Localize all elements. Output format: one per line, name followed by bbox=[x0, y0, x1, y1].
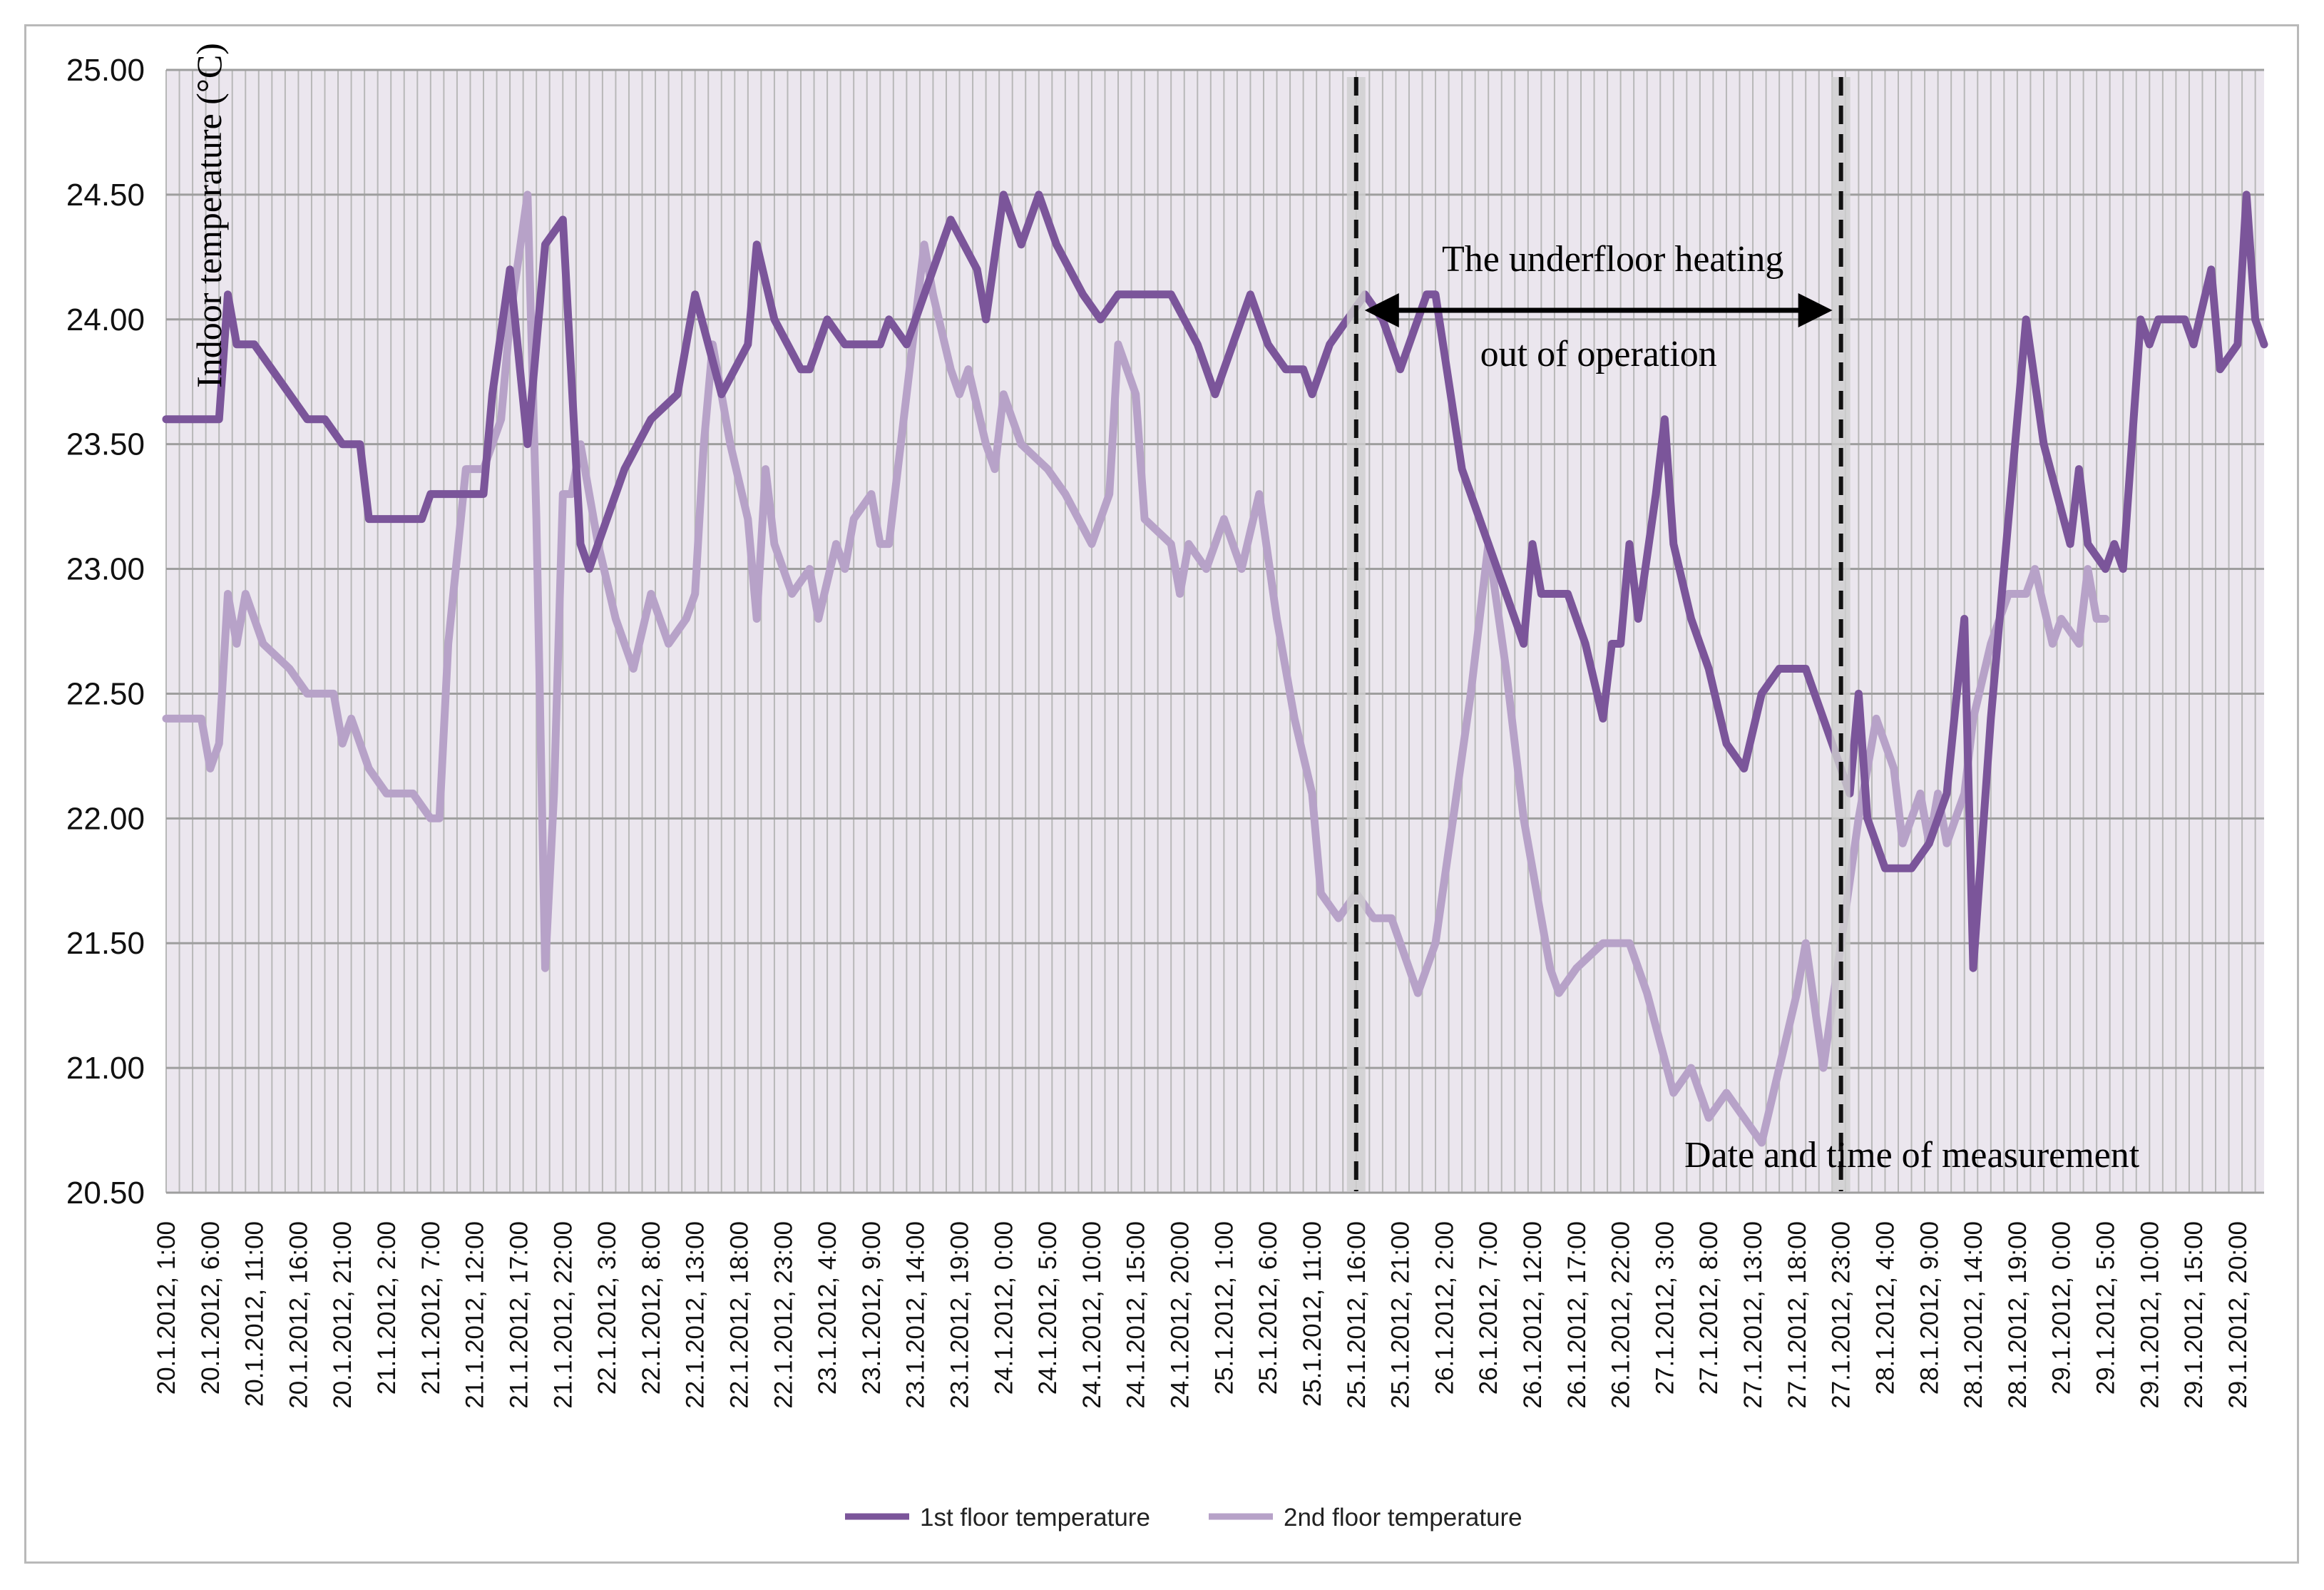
x-tick-label: 23.1.2012, 4:00 bbox=[814, 1221, 841, 1395]
heating-off-label-line2: out of operation bbox=[1480, 334, 1717, 374]
annotations: Indoor temperature (°C) The underfloor he… bbox=[189, 43, 2140, 1191]
x-tick-label: 24.1.2012, 5:00 bbox=[1034, 1221, 1062, 1395]
y-tick-label: 20.50 bbox=[66, 1176, 145, 1211]
x-tick-label: 20.1.2012, 1:00 bbox=[153, 1221, 180, 1395]
x-tick-label: 23.1.2012, 19:00 bbox=[946, 1221, 974, 1409]
x-tick-label: 27.1.2012, 3:00 bbox=[1651, 1221, 1679, 1395]
x-tick-label: 26.1.2012, 22:00 bbox=[1607, 1221, 1635, 1409]
x-tick-label: 28.1.2012, 19:00 bbox=[2004, 1221, 2032, 1409]
x-tick-label: 28.1.2012, 14:00 bbox=[1960, 1221, 1987, 1409]
x-tick-label: 27.1.2012, 18:00 bbox=[1783, 1221, 1811, 1409]
y-tick-label: 25.00 bbox=[66, 53, 145, 88]
legend-label: 2nd floor temperature bbox=[1284, 1504, 1522, 1532]
x-tick-label: 22.1.2012, 8:00 bbox=[638, 1221, 665, 1395]
y-tick-label: 21.50 bbox=[66, 926, 145, 961]
y-tick-labels: 20.50 21.00 21.50 22.00 22.50 23.00 23.50 24.00… bbox=[66, 53, 145, 1211]
x-tick-labels: 20.1.2012, 1:00 20.1.2012, 6:00 20.1.2012,… bbox=[153, 1221, 2252, 1409]
x-tick-label: 21.1.2012, 17:00 bbox=[505, 1221, 533, 1409]
x-tick-label: 24.1.2012, 20:00 bbox=[1167, 1221, 1194, 1409]
x-tick-label: 27.1.2012, 8:00 bbox=[1695, 1221, 1723, 1395]
y-axis-label: Indoor temperature (°C) bbox=[189, 43, 229, 388]
x-tick-label: 24.1.2012, 0:00 bbox=[990, 1221, 1018, 1395]
x-tick-label: 20.1.2012, 21:00 bbox=[329, 1221, 357, 1409]
x-tick-label: 21.1.2012, 2:00 bbox=[373, 1221, 401, 1395]
y-tick-label: 23.00 bbox=[66, 552, 145, 587]
x-tick-label: 25.1.2012, 11:00 bbox=[1299, 1221, 1326, 1407]
x-tick-label: 26.1.2012, 12:00 bbox=[1519, 1221, 1547, 1409]
x-tick-label: 29.1.2012, 15:00 bbox=[2180, 1221, 2208, 1409]
x-tick-label: 27.1.2012, 23:00 bbox=[1828, 1221, 1855, 1409]
x-tick-label: 29.1.2012, 5:00 bbox=[2092, 1221, 2119, 1395]
plot-area bbox=[166, 70, 2264, 1193]
x-tick-label: 20.1.2012, 16:00 bbox=[285, 1221, 312, 1409]
x-tick-label: 23.1.2012, 9:00 bbox=[858, 1221, 886, 1395]
arrow-head-right bbox=[1798, 293, 1833, 327]
x-tick-label: 21.1.2012, 7:00 bbox=[417, 1221, 445, 1395]
x-tick-label: 26.1.2012, 17:00 bbox=[1563, 1221, 1591, 1409]
x-tick-label: 23.1.2012, 14:00 bbox=[902, 1221, 930, 1409]
x-tick-label: 25.1.2012, 1:00 bbox=[1210, 1221, 1238, 1395]
x-tick-label: 28.1.2012, 9:00 bbox=[1915, 1221, 1943, 1395]
heating-off-label-line1: The underfloor heating bbox=[1442, 239, 1783, 280]
arrow-head-left bbox=[1364, 293, 1399, 327]
x-tick-label: 27.1.2012, 13:00 bbox=[1739, 1221, 1767, 1409]
y-tick-label: 24.00 bbox=[66, 302, 145, 337]
y-tick-label: 21.00 bbox=[66, 1051, 145, 1086]
x-tick-label: 21.1.2012, 12:00 bbox=[461, 1221, 489, 1409]
x-tick-label: 29.1.2012, 10:00 bbox=[2136, 1221, 2164, 1409]
x-tick-label: 25.1.2012, 16:00 bbox=[1343, 1221, 1371, 1409]
x-tick-label: 20.1.2012, 6:00 bbox=[197, 1221, 225, 1395]
series-2nd-floor-line bbox=[162, 190, 2109, 1147]
x-axis-label: Date and time of measurement bbox=[1684, 1135, 2140, 1176]
x-tick-label: 29.1.2012, 0:00 bbox=[2048, 1221, 2076, 1395]
x-tick-label: 26.1.2012, 2:00 bbox=[1430, 1221, 1458, 1395]
x-tick-label: 29.1.2012, 20:00 bbox=[2224, 1221, 2252, 1409]
y-tick-label: 23.50 bbox=[66, 427, 145, 462]
x-tick-label: 22.1.2012, 3:00 bbox=[593, 1221, 621, 1395]
x-tick-label: 28.1.2012, 4:00 bbox=[1871, 1221, 1899, 1395]
x-tick-label: 26.1.2012, 7:00 bbox=[1475, 1221, 1503, 1395]
x-tick-label: 25.1.2012, 21:00 bbox=[1387, 1221, 1415, 1409]
x-tick-label: 22.1.2012, 23:00 bbox=[769, 1221, 797, 1409]
legend-label: 1st floor temperature bbox=[920, 1504, 1150, 1532]
y-tick-label: 22.50 bbox=[66, 676, 145, 711]
x-tick-label: 24.1.2012, 10:00 bbox=[1078, 1221, 1106, 1409]
x-tick-label: 25.1.2012, 6:00 bbox=[1254, 1221, 1282, 1395]
gridlines bbox=[165, 68, 2264, 1194]
x-tick-label: 24.1.2012, 15:00 bbox=[1122, 1221, 1150, 1409]
x-tick-label: 22.1.2012, 13:00 bbox=[682, 1221, 710, 1409]
legend: 1st floor temperature 2nd floor temperatu… bbox=[845, 1504, 1522, 1532]
x-tick-label: 22.1.2012, 18:00 bbox=[725, 1221, 753, 1409]
x-tick-label: 21.1.2012, 22:00 bbox=[549, 1221, 577, 1409]
x-tick-label: 20.1.2012, 11:00 bbox=[241, 1221, 269, 1407]
y-tick-label: 24.50 bbox=[66, 178, 145, 213]
y-tick-label: 22.00 bbox=[66, 801, 145, 836]
